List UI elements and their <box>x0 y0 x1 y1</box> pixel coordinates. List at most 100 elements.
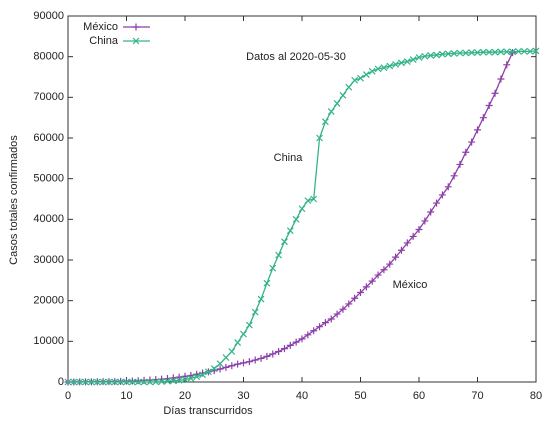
point-marker <box>210 365 218 373</box>
point-marker <box>310 327 318 335</box>
point-marker <box>503 61 511 69</box>
point-marker <box>251 308 259 316</box>
point-marker <box>433 51 440 59</box>
y-tick-label: 10000 <box>33 335 64 347</box>
point-marker <box>380 266 388 274</box>
point-marker <box>503 48 511 56</box>
point-marker <box>509 48 517 56</box>
point-marker <box>181 372 189 380</box>
point-marker <box>123 378 130 386</box>
point-marker <box>117 378 125 386</box>
point-marker <box>386 260 394 268</box>
point-marker <box>164 377 171 385</box>
point-marker <box>158 378 166 386</box>
point-marker <box>368 67 376 75</box>
x-tick-label: 0 <box>65 390 71 402</box>
point-marker <box>497 48 505 56</box>
point-marker <box>128 378 136 386</box>
point-marker <box>216 360 224 368</box>
x-tick-label: 60 <box>413 390 425 402</box>
x-tick-label: 40 <box>296 390 308 402</box>
point-marker <box>134 378 142 386</box>
point-marker <box>134 377 142 385</box>
point-marker <box>234 360 242 368</box>
point-marker <box>310 195 318 203</box>
series-line <box>67 52 514 383</box>
point-marker <box>515 47 522 55</box>
point-marker <box>438 50 446 58</box>
legend-marker <box>132 23 140 31</box>
point-marker <box>298 335 306 343</box>
point-marker <box>339 305 347 313</box>
y-tick-label: 90000 <box>33 10 64 22</box>
y-tick-label: 50000 <box>33 173 64 185</box>
point-marker <box>450 172 458 180</box>
point-marker <box>479 48 487 56</box>
point-marker <box>497 75 505 83</box>
series-line <box>68 50 537 383</box>
point-marker <box>240 330 247 338</box>
point-marker <box>351 76 359 84</box>
x-tick-label: 30 <box>237 390 249 402</box>
point-marker <box>468 49 476 57</box>
point-marker <box>222 363 230 371</box>
point-marker <box>392 253 400 261</box>
y-tick-label: 60000 <box>33 132 64 144</box>
point-marker <box>152 378 160 386</box>
point-marker <box>456 49 464 57</box>
point-marker <box>474 126 481 134</box>
point-marker <box>76 378 84 386</box>
y-tick-label: 70000 <box>33 91 64 103</box>
y-tick-label: 80000 <box>33 51 64 63</box>
point-marker <box>228 348 236 355</box>
point-marker <box>526 47 534 55</box>
point-marker <box>280 345 288 353</box>
point-marker <box>316 134 323 142</box>
x-tick-label: 50 <box>354 390 366 402</box>
point-marker <box>87 378 95 386</box>
point-marker <box>240 359 247 367</box>
annotation: México <box>393 279 428 291</box>
point-marker <box>245 358 253 366</box>
point-marker <box>450 49 458 57</box>
point-marker <box>333 100 341 107</box>
point-marker <box>427 52 435 59</box>
point-marker <box>175 373 183 381</box>
point-marker <box>245 321 253 329</box>
point-marker <box>64 378 72 386</box>
point-marker <box>327 315 335 323</box>
y-axis-label: Casos totales confirmados <box>8 135 20 265</box>
point-marker <box>286 227 294 235</box>
point-marker <box>105 378 113 386</box>
point-marker <box>204 368 212 376</box>
point-marker <box>351 294 359 302</box>
point-marker <box>462 49 470 57</box>
point-marker <box>398 59 405 67</box>
point-marker <box>128 377 136 385</box>
point-marker <box>345 83 353 91</box>
point-marker <box>193 373 201 381</box>
point-marker <box>357 289 364 297</box>
point-marker <box>462 148 470 156</box>
point-marker <box>409 232 417 240</box>
point-marker <box>433 199 441 207</box>
point-marker <box>339 91 347 99</box>
point-marker <box>392 60 400 68</box>
point-marker <box>415 54 423 61</box>
legend-marker <box>132 37 140 45</box>
point-marker <box>362 283 370 291</box>
x-tick-label: 80 <box>530 390 542 402</box>
annotation: Datos al 2020-05-30 <box>246 51 346 63</box>
x-tick-label: 70 <box>471 390 483 402</box>
point-marker <box>222 354 230 362</box>
point-marker <box>99 378 107 386</box>
point-marker <box>474 49 481 57</box>
point-marker <box>479 114 487 122</box>
point-marker <box>275 348 283 355</box>
point-marker <box>532 47 540 55</box>
point-marker <box>374 65 382 73</box>
point-marker <box>281 238 288 246</box>
point-marker <box>321 118 329 126</box>
point-marker <box>327 108 335 115</box>
